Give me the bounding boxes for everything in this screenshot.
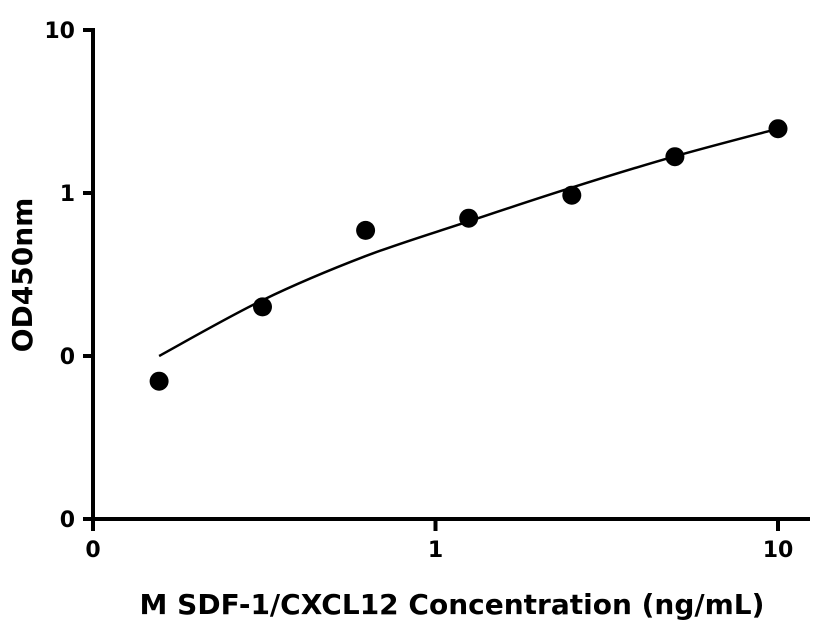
y-tick-label: 0	[60, 345, 75, 370]
x-axis-title: M SDF-1/CXCL12 Concentration (ng/mL)	[140, 588, 765, 621]
y-axis-title: OD450nm	[6, 198, 39, 353]
x-axis: 0 1 10	[85, 517, 810, 563]
data-point	[149, 371, 169, 391]
fit-curve	[158, 127, 779, 358]
data-points	[149, 119, 788, 391]
x-tick-label: 0	[85, 538, 100, 563]
y-tick-label: 1	[60, 182, 75, 207]
y-axis: 0 0 1 10	[44, 19, 95, 533]
x-tick-label: 1	[428, 538, 443, 563]
data-point	[253, 297, 272, 317]
data-point	[562, 185, 582, 205]
x-tick-label: 10	[763, 538, 794, 563]
data-point	[665, 147, 685, 167]
y-tick-label: 10	[44, 19, 75, 44]
data-point	[356, 220, 376, 240]
data-point	[768, 119, 788, 139]
data-point	[459, 208, 479, 228]
y-tick-label: 0	[60, 508, 75, 533]
